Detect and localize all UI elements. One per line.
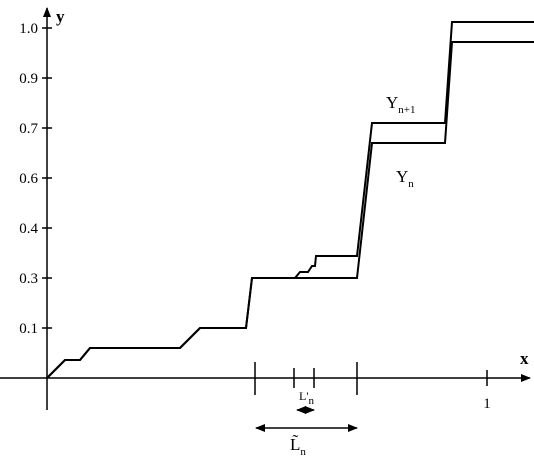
y-tick-label: 0.4 xyxy=(19,221,38,237)
y-tick-label: 0.9 xyxy=(19,71,38,87)
x-tick-label: 1 xyxy=(483,396,491,412)
y-tick-label: 1.0 xyxy=(19,21,38,37)
interval-label: L'n xyxy=(299,389,315,407)
y-tick-label: 0.3 xyxy=(19,271,38,287)
curve-label: Yn xyxy=(396,167,414,190)
curve-yn xyxy=(46,41,534,379)
y-axis-label: y xyxy=(56,7,65,26)
y-tick-label: 0.7 xyxy=(19,121,38,137)
curve-label: Yn+1 xyxy=(386,93,416,116)
x-axis-label: x xyxy=(520,349,529,368)
interval-label: L̃n xyxy=(290,435,306,458)
y-tick-label: 0.6 xyxy=(19,171,38,187)
curve-yn1 xyxy=(46,21,534,379)
y-tick-label: 0.1 xyxy=(19,321,38,337)
y-ticks: 1.0 0.9 0.7 0.6 0.4 0.3 0.1 xyxy=(19,21,52,337)
